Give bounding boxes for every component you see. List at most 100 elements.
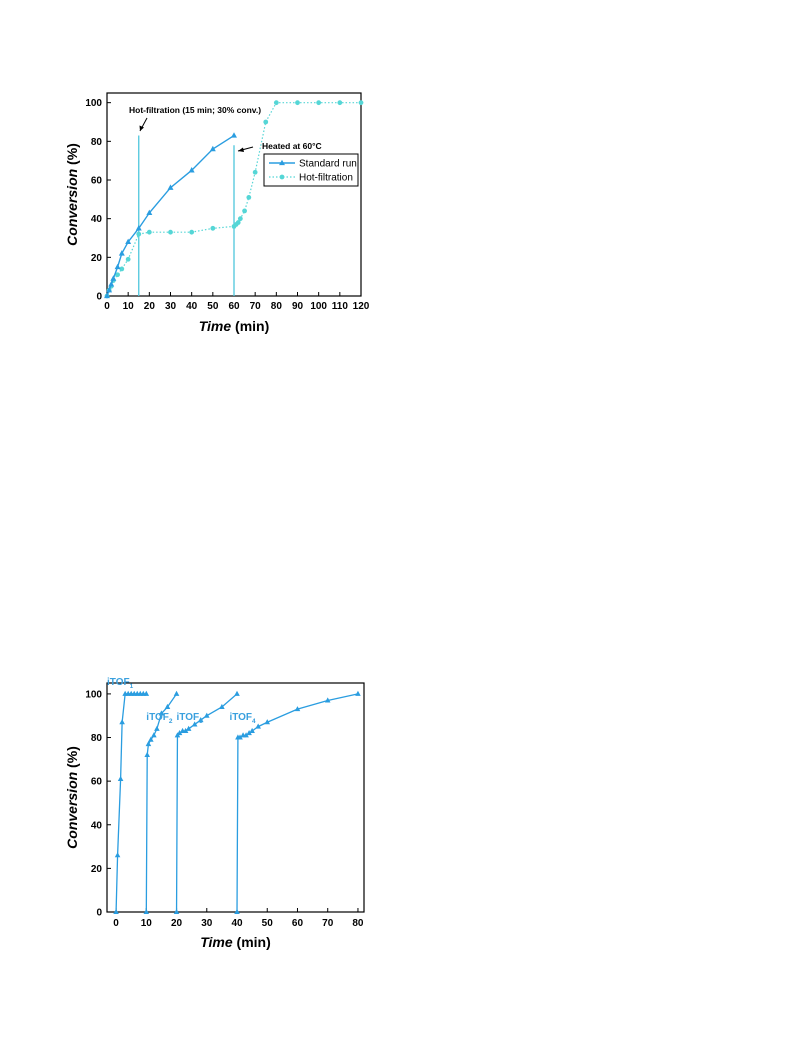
- legend-marker-standard-run: [279, 159, 285, 166]
- point-run-2: [144, 751, 151, 757]
- legend-marker-hot-filtration: [279, 174, 285, 180]
- annotation-hot-filtration: Hot-filtration (15 min; 30% conv.): [129, 105, 261, 115]
- point-hot-filtration: [115, 272, 120, 278]
- y-tick-label: 100: [85, 98, 102, 109]
- annotation-heated: Heated at 60°C: [262, 141, 322, 151]
- point-hot-filtration: [136, 231, 142, 237]
- point-run-4: [246, 730, 252, 736]
- point-run-4: [243, 732, 249, 738]
- point-run-4: [324, 697, 331, 703]
- point-run-1: [119, 719, 125, 725]
- point-run-3: [191, 721, 198, 727]
- y-axis-title: Conversion (%): [64, 143, 80, 246]
- point-run-3: [203, 712, 210, 718]
- point-standard-run: [106, 286, 113, 293]
- legend-label-hot-filtration: Hot-filtration: [299, 173, 353, 184]
- x-tick-label: 120: [353, 301, 370, 312]
- y-tick-label: 0: [96, 292, 102, 303]
- y-tick-label: 80: [91, 733, 103, 744]
- legend-box: [263, 153, 359, 187]
- x-tick-label: 60: [228, 301, 240, 312]
- x-tick-label: 100: [310, 301, 327, 312]
- y-tick-label: 40: [91, 214, 103, 225]
- point-standard-run: [104, 292, 110, 299]
- y-tick-label: 80: [91, 137, 103, 148]
- y-tick-label: 60: [91, 176, 103, 187]
- x-tick-label: 0: [104, 301, 110, 312]
- point-hot-filtration: [237, 216, 243, 222]
- chart-itof-recycling: 0 10 20 30 40 50 60 70 80 0 20 40 60 80 100 Time (min) C…: [64, 677, 365, 950]
- point-run-1: [117, 775, 124, 781]
- point-run-2: [154, 725, 160, 731]
- point-run-2: [164, 703, 171, 710]
- point-run-3: [219, 703, 225, 710]
- itof-label-4: iTOF4: [229, 712, 256, 725]
- x-tick-label: 0: [113, 918, 119, 929]
- point-run-2: [143, 908, 150, 915]
- point-run-4: [264, 719, 271, 725]
- legend-label-standard-run: Standard run: [299, 159, 357, 170]
- point-hot-filtration: [125, 256, 131, 262]
- y-tick-label: 100: [85, 689, 102, 700]
- point-run-3: [185, 725, 192, 731]
- point-run-2: [145, 740, 152, 747]
- point-standard-run: [114, 263, 121, 270]
- x-tick-label: 50: [207, 301, 219, 312]
- x-tick-label: 10: [141, 918, 153, 929]
- point-hot-filtration: [252, 169, 258, 175]
- itof-label-3: iTOF3: [177, 712, 204, 725]
- point-run-4: [355, 690, 361, 696]
- x-tick-label: 80: [271, 301, 283, 312]
- y-axis-title: Conversion (%): [64, 746, 80, 849]
- x-tick-label: 20: [171, 918, 183, 929]
- point-run-4: [249, 727, 255, 733]
- series-line-run-1: [115, 693, 147, 913]
- point-standard-run: [231, 132, 237, 138]
- point-hot-filtration: [242, 208, 247, 214]
- point-hot-filtration: [358, 100, 364, 106]
- point-run-3: [234, 690, 240, 696]
- x-tick-label: 40: [186, 301, 198, 312]
- point-run-4: [237, 734, 243, 740]
- y-tick-label: 20: [91, 864, 103, 875]
- point-hot-filtration: [246, 195, 252, 200]
- point-standard-run: [125, 238, 132, 245]
- point-standard-run: [188, 167, 195, 173]
- point-standard-run: [118, 250, 125, 256]
- series-line-run-3: [175, 693, 238, 913]
- point-hot-filtration: [316, 100, 322, 106]
- point-standard-run: [209, 145, 216, 152]
- point-run-1: [143, 690, 150, 696]
- x-tick-label: 30: [165, 301, 177, 312]
- annotation-arrowhead: [139, 125, 144, 131]
- x-axis-title: Time (min): [200, 934, 271, 950]
- point-standard-run: [146, 209, 153, 216]
- x-tick-label: 70: [250, 301, 262, 312]
- point-run-1: [113, 908, 119, 915]
- x-tick-label: 70: [322, 918, 334, 929]
- series-line-run-2: [145, 693, 178, 913]
- point-run-4: [255, 723, 261, 729]
- point-standard-run: [108, 281, 115, 287]
- point-hot-filtration: [210, 225, 216, 231]
- y-tick-label: 60: [91, 777, 103, 788]
- point-run-2: [173, 690, 180, 696]
- point-run-4: [234, 908, 240, 915]
- point-run-3: [182, 727, 189, 733]
- point-run-2: [151, 732, 157, 738]
- point-standard-run: [110, 275, 117, 281]
- y-tick-label: 40: [91, 820, 103, 831]
- x-axis-title: Time (min): [199, 318, 270, 334]
- x-tick-label: 10: [123, 301, 135, 312]
- point-hot-filtration: [235, 220, 241, 225]
- point-run-3: [176, 730, 183, 736]
- series-line-standard-run: [106, 134, 235, 297]
- x-tick-label: 20: [144, 301, 156, 312]
- x-tick-label: 80: [352, 918, 364, 929]
- x-tick-label: 30: [201, 918, 213, 929]
- point-run-3: [173, 908, 180, 915]
- point-standard-run: [135, 225, 142, 231]
- point-run-1: [114, 852, 121, 858]
- y-tick-label: 0: [96, 908, 102, 919]
- point-hot-filtration: [168, 229, 173, 235]
